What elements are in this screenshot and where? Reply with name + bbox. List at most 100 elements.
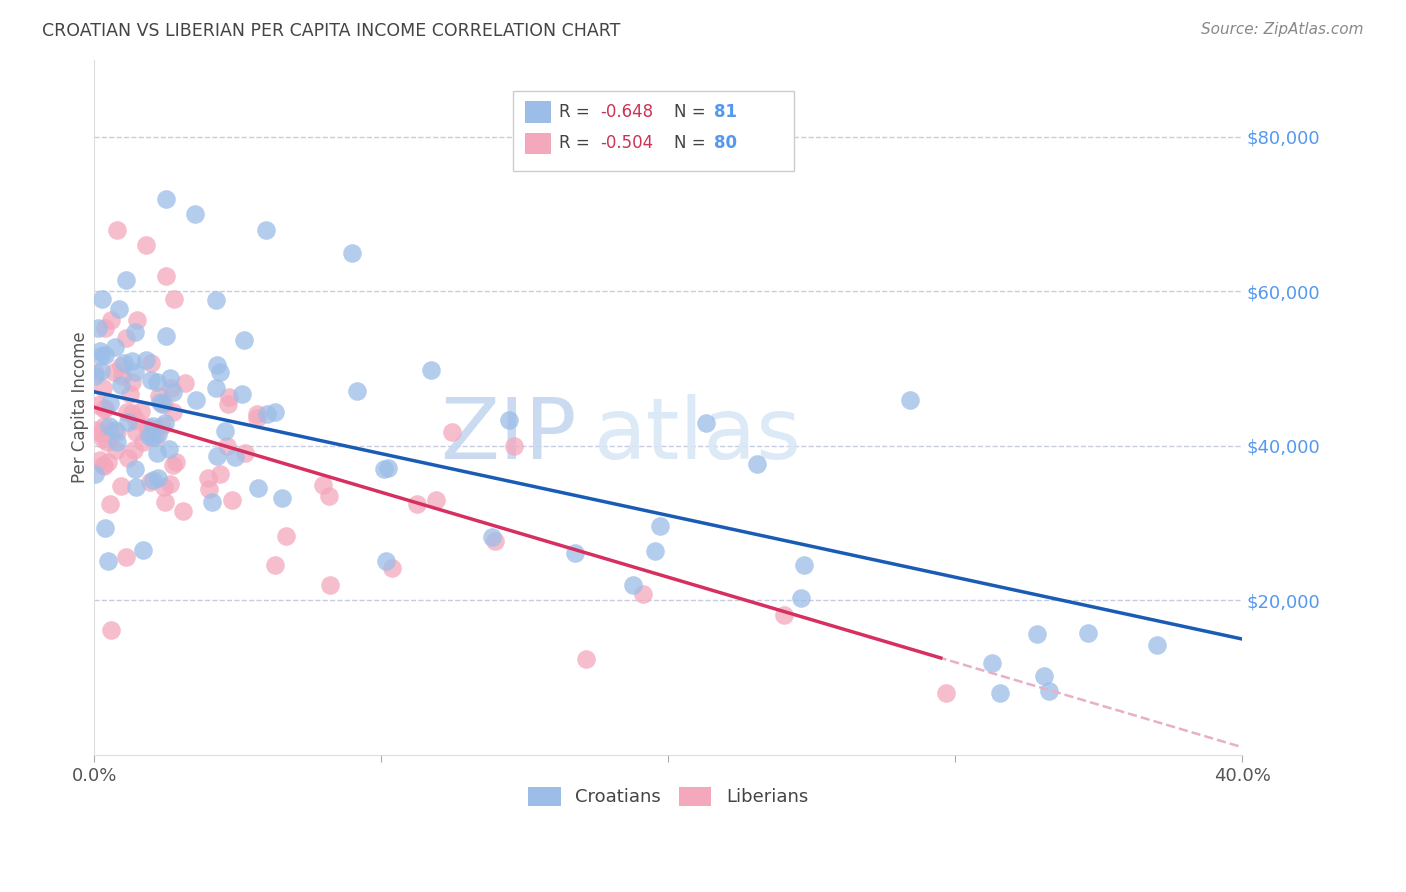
Point: [142, 473, 165, 487]
Point: [136, 425, 159, 439]
Point: [149, 395, 172, 409]
Point: [381, 561, 404, 575]
Point: [105, 425, 128, 439]
Point: [104, 423, 127, 437]
Point: [484, 533, 506, 548]
Point: [146, 427, 169, 442]
Point: [205, 293, 228, 307]
Text: R =: R =: [560, 103, 595, 120]
Point: [114, 273, 136, 287]
Point: [124, 325, 146, 339]
Point: [145, 446, 167, 460]
Point: [564, 546, 586, 560]
Point: [342, 245, 364, 260]
Point: [575, 652, 598, 666]
Point: [790, 591, 813, 606]
Point: [312, 478, 335, 492]
Point: [375, 554, 398, 568]
Point: [105, 222, 128, 236]
Point: [276, 529, 298, 543]
Point: [233, 445, 256, 459]
Point: [153, 495, 176, 509]
Point: [139, 356, 162, 370]
Point: [621, 578, 644, 592]
Point: [135, 238, 157, 252]
Point: [155, 192, 177, 206]
Point: [93, 458, 115, 473]
Point: [117, 415, 139, 429]
Point: [93, 401, 115, 416]
Point: [150, 418, 173, 433]
Point: [146, 375, 169, 389]
Point: [745, 458, 768, 472]
Point: [110, 378, 132, 392]
Text: CROATIAN VS LIBERIAN PER CAPITA INCOME CORRELATION CHART: CROATIAN VS LIBERIAN PER CAPITA INCOME C…: [42, 22, 620, 40]
Point: [150, 397, 173, 411]
Point: [1026, 627, 1049, 641]
Text: R =: R =: [560, 134, 595, 152]
Point: [197, 471, 219, 485]
Legend: Croatians, Liberians: Croatians, Liberians: [519, 778, 817, 815]
Point: [898, 392, 921, 407]
Point: [143, 430, 166, 444]
Point: [103, 365, 125, 379]
Point: [94, 321, 117, 335]
Point: [84, 423, 107, 437]
Point: [1146, 638, 1168, 652]
Point: [131, 404, 153, 418]
Point: [247, 481, 270, 495]
Point: [1077, 625, 1099, 640]
Point: [224, 450, 246, 464]
Point: [124, 366, 146, 380]
Text: -0.648: -0.648: [600, 103, 654, 120]
Point: [631, 586, 654, 600]
Point: [503, 439, 526, 453]
Point: [97, 554, 120, 568]
Point: [142, 419, 165, 434]
Point: [153, 480, 176, 494]
Point: [132, 434, 155, 449]
Point: [155, 417, 177, 431]
Point: [172, 503, 194, 517]
Point: [425, 493, 447, 508]
Text: -0.504: -0.504: [600, 134, 654, 152]
Point: [155, 329, 177, 343]
Point: [159, 477, 181, 491]
Point: [139, 374, 162, 388]
Point: [89, 344, 111, 359]
Point: [136, 419, 159, 434]
Point: [94, 521, 117, 535]
Point: [264, 405, 287, 419]
Point: [125, 413, 148, 427]
Point: [135, 353, 157, 368]
Point: [271, 491, 294, 505]
Point: [201, 494, 224, 508]
Point: [115, 405, 138, 419]
Point: [114, 331, 136, 345]
Point: [165, 455, 187, 469]
Point: [221, 493, 243, 508]
Point: [100, 313, 122, 327]
Point: [254, 222, 277, 236]
Point: [162, 404, 184, 418]
Point: [246, 407, 269, 421]
Point: [208, 365, 231, 379]
Point: [121, 354, 143, 368]
Point: [110, 479, 132, 493]
Text: 81: 81: [714, 103, 737, 120]
Point: [1038, 683, 1060, 698]
Point: [121, 375, 143, 389]
Point: [214, 424, 236, 438]
Point: [256, 407, 278, 421]
Point: [988, 686, 1011, 700]
Point: [981, 657, 1004, 671]
Point: [141, 430, 163, 444]
Point: [91, 458, 114, 473]
Point: [205, 358, 228, 372]
Point: [125, 479, 148, 493]
Point: [108, 301, 131, 316]
Point: [148, 389, 170, 403]
Point: [218, 390, 240, 404]
Point: [160, 381, 183, 395]
Point: [138, 428, 160, 442]
